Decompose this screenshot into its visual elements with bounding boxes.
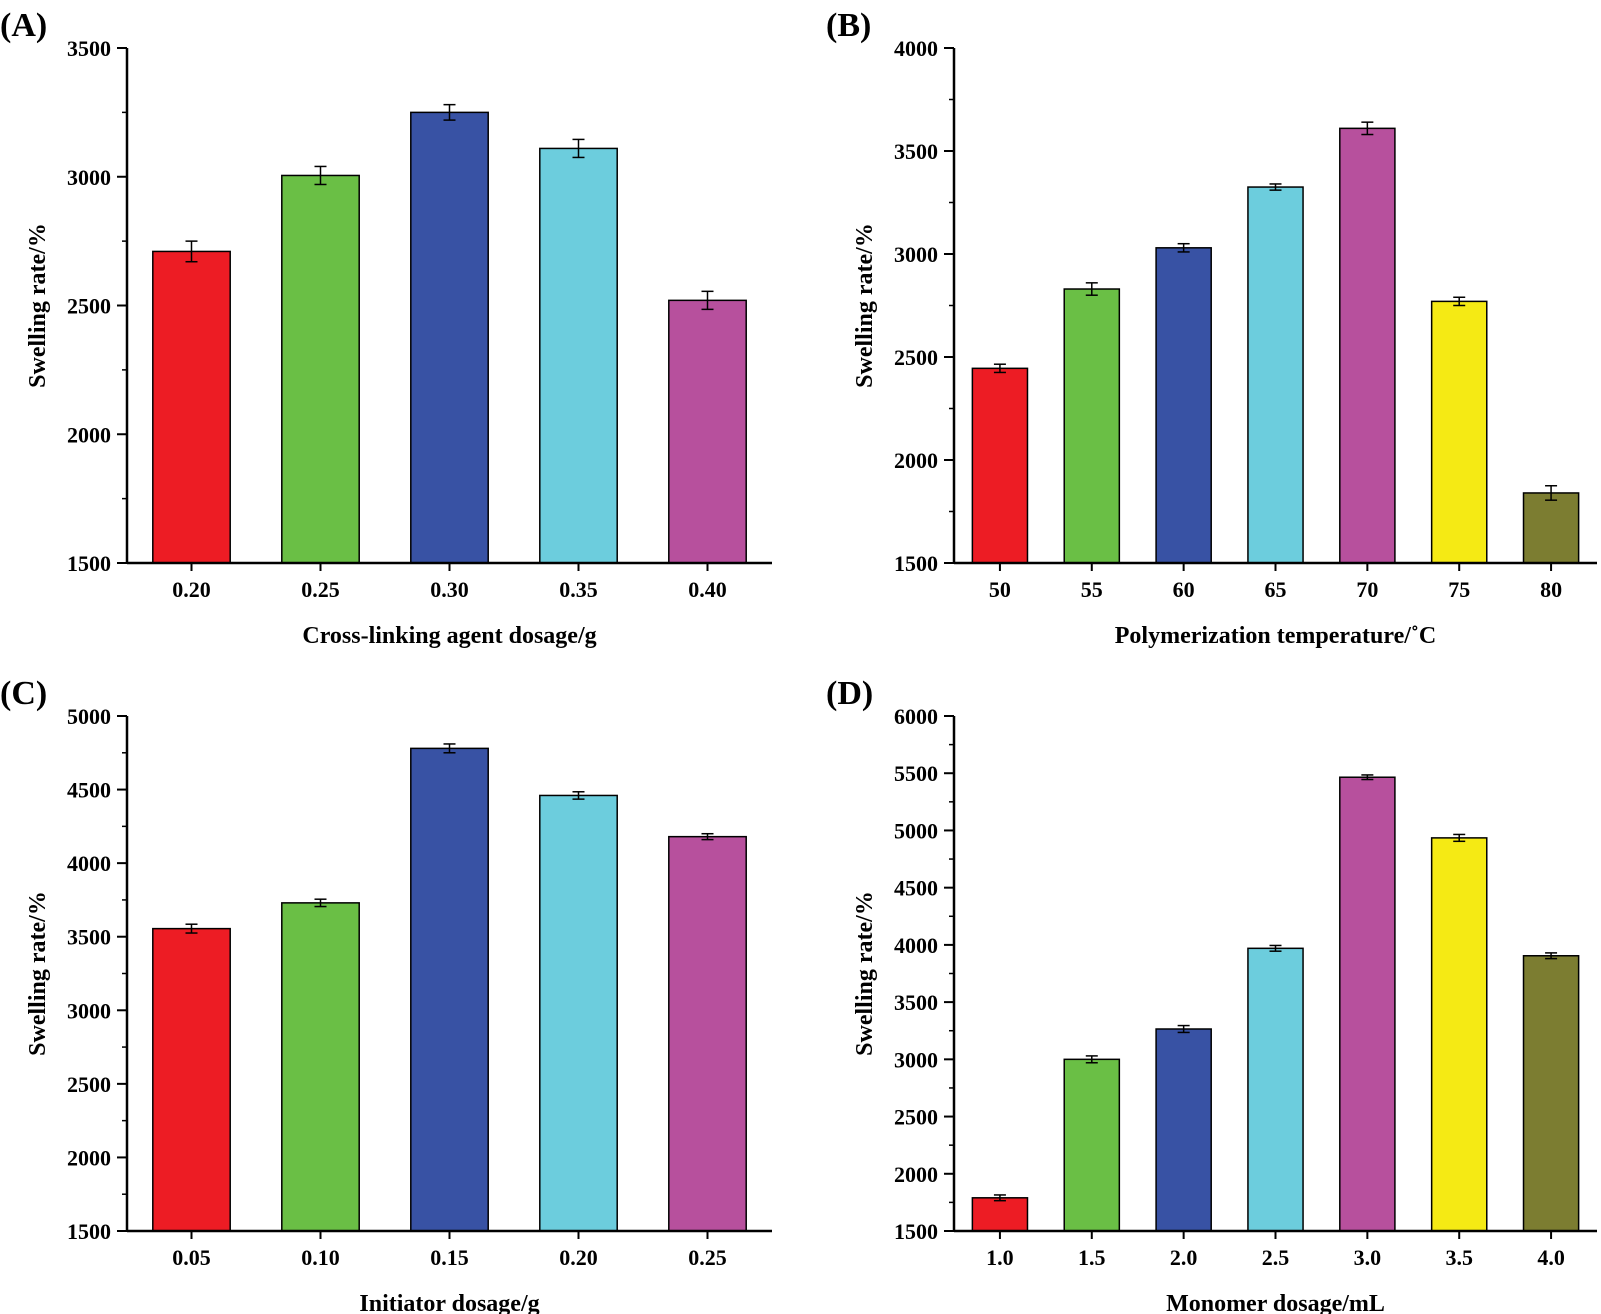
bar-70: [1339, 127, 1396, 564]
bar-0.35: [539, 147, 618, 564]
bar-0.30: [410, 111, 489, 564]
y-tick-label: 2000: [67, 1145, 111, 1170]
bar-1.0: [971, 1197, 1029, 1232]
y-axis-title: Swelling rate/%: [852, 223, 878, 388]
y-tick-label: 1500: [894, 551, 938, 576]
y-tick-label: 3500: [894, 990, 938, 1015]
x-tick-label: 0.15: [430, 1245, 469, 1270]
bar-2.0: [1155, 1028, 1212, 1232]
x-tick-label: 70: [1356, 577, 1378, 602]
y-tick-label: 3500: [67, 36, 111, 61]
x-tick-label: 1.0: [986, 1245, 1014, 1270]
y-tick-label: 3000: [67, 165, 111, 190]
y-tick-label: 2500: [894, 345, 938, 370]
x-tick-label: 80: [1540, 577, 1562, 602]
y-tick-label: 4500: [67, 778, 111, 803]
chart-panel-3: (C) 0.05 0.10 0.15 0.20 0.25 1500 2000 2500 3000 3…: [0, 675, 772, 1314]
x-tick-label: 55: [1081, 577, 1103, 602]
x-tick-label: 2.0: [1170, 1245, 1198, 1270]
x-tick-label: 0.25: [688, 1245, 727, 1270]
y-tick-label: 2000: [894, 448, 938, 473]
bar-80: [1522, 492, 1580, 564]
bar-0.20: [539, 794, 618, 1232]
x-axis-title: Initiator dosage/g: [359, 1291, 539, 1314]
y-axis-title: Swelling rate/%: [25, 223, 51, 388]
y-tick-label: 2000: [894, 1162, 938, 1187]
y-tick-label: 5000: [894, 818, 938, 843]
y-tick-label: 5000: [67, 704, 111, 729]
y-tick-label: 3000: [894, 1047, 938, 1072]
x-tick-label: 65: [1265, 577, 1287, 602]
x-tick-label: 0.10: [301, 1245, 340, 1270]
x-tick-label: 0.40: [688, 577, 727, 602]
bar-3.0: [1339, 776, 1396, 1232]
chart-panel-4: (D) 1.0 1.5 2.0 2.5 3.0 3.5 4.0 1500 2000 2500 3000…: [826, 675, 1597, 1314]
x-tick-label: 75: [1448, 577, 1470, 602]
x-tick-label: 2.5: [1262, 1245, 1290, 1270]
bar-0.25: [281, 174, 360, 564]
chart-panel-2: (B) 50 55 60 65 70 75 80 1500 2000 2500 3000 3500 400…: [826, 7, 1597, 649]
y-axis-title: Swelling rate/%: [25, 891, 51, 1056]
y-tick-label: 1500: [67, 551, 111, 576]
y-tick-label: 4000: [894, 36, 938, 61]
y-axis-title: Swelling rate/%: [852, 891, 878, 1056]
bar-2.5: [1247, 947, 1304, 1232]
y-tick-label: 6000: [894, 704, 938, 729]
bar-0.40: [668, 299, 747, 564]
y-tick-label: 2500: [67, 1072, 111, 1097]
bar-0.25: [668, 835, 747, 1232]
y-tick-label: 3500: [67, 925, 111, 950]
chart-panel-1: (A) 0.20 0.25 0.30 0.35 0.40 1500 2000 2500 3000 3…: [0, 7, 772, 649]
x-tick-label: 0.30: [430, 577, 469, 602]
y-tick-label: 1500: [67, 1219, 111, 1244]
bar-65: [1247, 186, 1304, 564]
x-tick-label: 0.20: [559, 1245, 598, 1270]
y-tick-label: 4500: [894, 876, 938, 901]
y-tick-label: 3000: [67, 998, 111, 1023]
y-tick-label: 5500: [894, 761, 938, 786]
x-tick-label: 3.5: [1445, 1245, 1473, 1270]
bar-4.0: [1522, 955, 1580, 1232]
x-tick-label: 0.20: [172, 577, 211, 602]
y-tick-label: 2000: [67, 422, 111, 447]
y-tick-label: 1500: [894, 1219, 938, 1244]
panel-label: (A): [0, 7, 47, 44]
bar-1.5: [1063, 1058, 1121, 1232]
x-axis-title: Cross-linking agent dosage/g: [302, 623, 596, 649]
bar-60: [1155, 247, 1212, 564]
x-tick-label: 4.0: [1537, 1245, 1565, 1270]
panel-label: (D): [826, 675, 873, 712]
bar-0.20: [152, 250, 231, 564]
x-axis-title: Polymerization temperature/˚C: [1115, 623, 1436, 649]
y-tick-label: 3000: [894, 242, 938, 267]
x-axis-title: Monomer dosage/mL: [1166, 1291, 1385, 1314]
bar-55: [1063, 288, 1121, 564]
x-tick-label: 50: [989, 577, 1011, 602]
x-tick-label: 0.25: [301, 577, 340, 602]
bar-75: [1430, 300, 1488, 564]
x-tick-label: 1.5: [1078, 1245, 1106, 1270]
y-tick-label: 3500: [894, 139, 938, 164]
panel-label: (B): [826, 7, 871, 44]
y-tick-label: 4000: [894, 933, 938, 958]
bar-0.05: [152, 927, 231, 1232]
y-tick-label: 4000: [67, 851, 111, 876]
x-tick-label: 3.0: [1354, 1245, 1382, 1270]
panel-label: (C): [0, 675, 47, 712]
x-tick-label: 0.05: [172, 1245, 211, 1270]
x-tick-label: 60: [1173, 577, 1195, 602]
bar-3.5: [1430, 837, 1488, 1232]
bar-50: [971, 367, 1029, 564]
bar-0.10: [281, 902, 360, 1232]
y-tick-label: 2500: [894, 1105, 938, 1130]
y-tick-label: 2500: [67, 294, 111, 319]
bar-0.15: [410, 747, 489, 1232]
x-tick-label: 0.35: [559, 577, 598, 602]
